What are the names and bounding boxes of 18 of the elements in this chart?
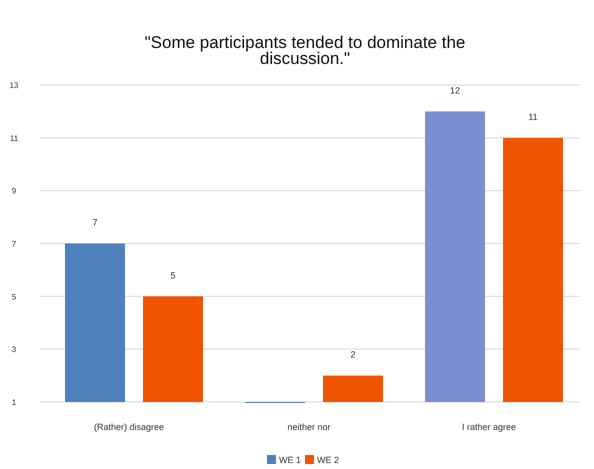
y-tick-label: 5 [12,292,17,302]
chart-title: "Some participants tended to dominate the discussion." [144,33,466,68]
x-tick-label: I rather agree [462,422,516,432]
legend-label: WE 1 [279,455,302,465]
legend-label: WE 2 [317,455,340,465]
data-label: 7 [92,218,98,228]
y-tick-label: 9 [12,186,17,196]
data-label: 5 [170,270,176,280]
data-label: 11 [528,112,538,122]
y-tick-label: 1 [12,398,17,407]
data-label: 12 [450,85,460,96]
x-tick-label: (Rather) disagree [94,422,164,432]
x-tick-label: neither nor [287,422,331,432]
y-tick-label: 11 [10,134,19,143]
y-tick-label: 7 [12,240,17,248]
y-tick-label: 3 [12,345,17,354]
y-tick-label: 13 [10,81,19,90]
data-label: 2 [350,350,356,360]
